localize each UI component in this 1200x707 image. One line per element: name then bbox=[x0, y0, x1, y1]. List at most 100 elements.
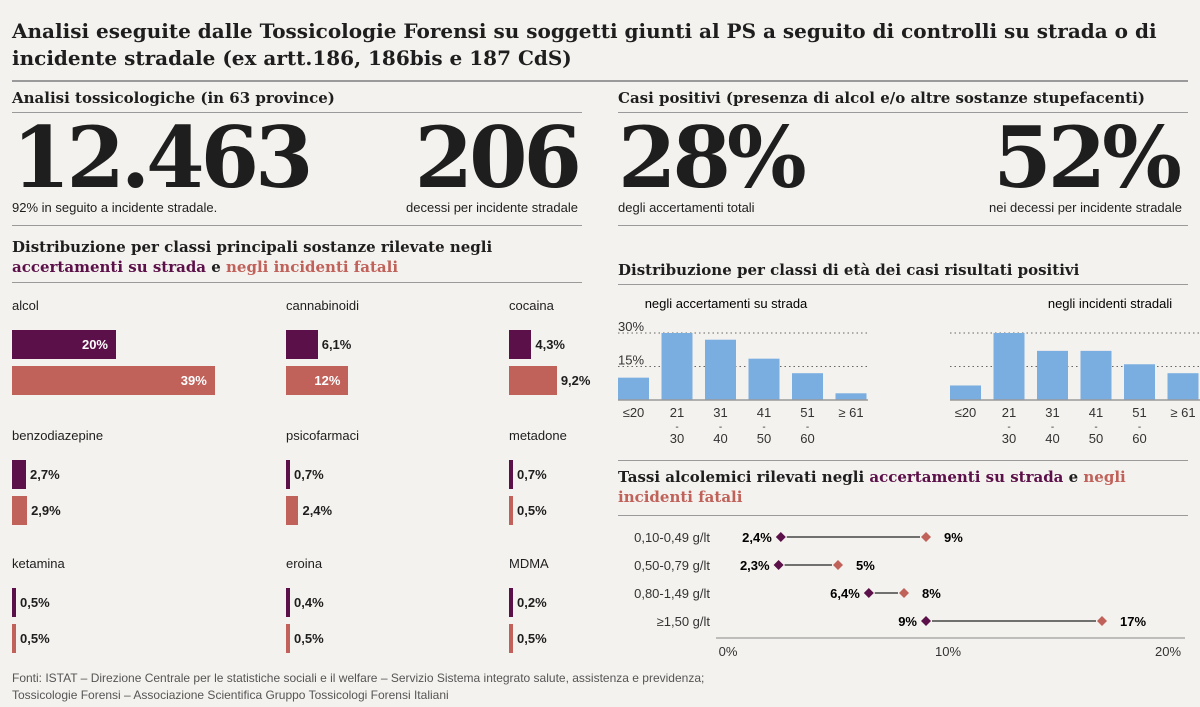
value-strada: 2,4% bbox=[742, 530, 772, 545]
age-title: Distribuzione per classi di età dei casi… bbox=[618, 261, 1080, 279]
x-tick-label: 40 bbox=[1045, 431, 1059, 446]
kpi-decessi-positivi-label: nei decessi per incidente stradale bbox=[989, 200, 1182, 215]
substance-label: benzodiazepine bbox=[12, 428, 104, 443]
title-part: Distribuzione per classi principali sost… bbox=[12, 238, 493, 256]
bar-value: 0,7% bbox=[517, 467, 547, 482]
value-fatali: 9% bbox=[944, 530, 963, 545]
panel-subtitle: negli accertamenti su strada bbox=[645, 296, 808, 311]
source-line: Fonti: ISTAT – Direzione Centrale per le… bbox=[12, 671, 705, 685]
substance-label: cannabinoidi bbox=[286, 298, 360, 313]
substances-title: Distribuzione per classi principali sost… bbox=[12, 237, 572, 277]
bar-value: 0,2% bbox=[517, 595, 547, 610]
x-tick-label: 30 bbox=[670, 431, 684, 446]
kpi-decessi-positivi-value: 52% bbox=[993, 108, 1182, 207]
bar-value: 6,1% bbox=[321, 337, 352, 352]
x-tick-label: 50 bbox=[757, 431, 771, 446]
panel-subtitle: negli incidenti stradali bbox=[1048, 296, 1172, 311]
value-fatali: 17% bbox=[1120, 614, 1146, 629]
divider bbox=[618, 284, 1188, 285]
x-tick-label: - bbox=[1007, 422, 1010, 433]
bar-strada: 20% bbox=[12, 330, 116, 359]
kpi-decessi-label: decessi per incidente stradale bbox=[406, 200, 578, 215]
age-bar bbox=[618, 377, 649, 400]
marker-fatali bbox=[921, 532, 931, 542]
x-tick-label: 41 bbox=[757, 405, 771, 420]
bar-strada: 0,2% bbox=[509, 588, 547, 617]
right-header: Casi positivi (presenza di alcol e/o alt… bbox=[618, 89, 1145, 107]
age-bar bbox=[950, 385, 981, 400]
page-title: Analisi eseguite dalle Tossicologie Fore… bbox=[12, 19, 1157, 70]
marker-strada bbox=[921, 616, 931, 626]
bar-value: 4,3% bbox=[535, 337, 565, 352]
age-bar bbox=[661, 333, 693, 400]
legend-fatali: negli incidenti fatali bbox=[226, 258, 399, 276]
title-part: Tassi alcolemici rilevati negli bbox=[618, 468, 870, 486]
age-bar bbox=[1037, 350, 1068, 400]
x-tick-label: ≤20 bbox=[623, 405, 645, 420]
x-tick-label: - bbox=[1094, 422, 1097, 433]
x-tick-label: ≥ 61 bbox=[838, 405, 863, 420]
bar-fatali: 12% bbox=[286, 366, 349, 395]
substance-label: ketamina bbox=[12, 556, 65, 571]
x-tick-label: 51 bbox=[800, 405, 814, 420]
kpi-analisi-label: 92% in seguito a incidente stradale. bbox=[12, 200, 218, 215]
x-tick-label: 51 bbox=[1132, 405, 1146, 420]
x-tick-label: 21 bbox=[670, 405, 684, 420]
bar-fatali: 2,4% bbox=[286, 496, 332, 525]
marker-strada bbox=[775, 532, 786, 542]
bar-value: 9,2% bbox=[560, 373, 591, 388]
substance-label: psicofarmaci bbox=[286, 428, 359, 443]
bar-value: 0,7% bbox=[294, 467, 324, 482]
bar-strada: 0,5% bbox=[12, 588, 50, 617]
y-tick-label: 30% bbox=[618, 319, 644, 334]
substance-label: MDMA bbox=[509, 556, 549, 571]
x-tick-label: - bbox=[1138, 422, 1141, 433]
bar-strada: 4,3% bbox=[509, 330, 565, 359]
row-label: 0,80-1,49 g/lt bbox=[634, 586, 710, 601]
age-bar bbox=[1124, 364, 1155, 400]
divider bbox=[618, 460, 1188, 461]
age-bar bbox=[835, 393, 867, 400]
bar-value: 0,5% bbox=[517, 503, 547, 518]
x-tick-label: ≥ 61 bbox=[1170, 405, 1195, 420]
legend-fatali: negli incidenti fatali bbox=[618, 468, 1126, 506]
marker-fatali bbox=[833, 560, 843, 570]
kpi-analisi-value: 12.463 bbox=[12, 108, 313, 207]
divider bbox=[618, 112, 1188, 113]
x-tick-label: 21 bbox=[1002, 405, 1016, 420]
value-fatali: 5% bbox=[856, 558, 875, 573]
x-tick-label: 60 bbox=[1132, 431, 1146, 446]
divider bbox=[618, 225, 1188, 226]
marker-strada bbox=[773, 560, 784, 570]
bar-strada: 6,1% bbox=[286, 330, 351, 359]
age-bar bbox=[1167, 373, 1199, 400]
x-tick-label: - bbox=[719, 422, 722, 433]
bar-value: 0,5% bbox=[294, 631, 324, 646]
bar-value: 0,5% bbox=[20, 631, 50, 646]
substance-label: metadone bbox=[509, 428, 567, 443]
bar-strada: 2,7% bbox=[12, 460, 60, 489]
bar-strada: 0,4% bbox=[286, 588, 324, 617]
bar-value: 2,9% bbox=[31, 503, 61, 518]
bar-fatali: 0,5% bbox=[286, 624, 324, 653]
substance-label: eroina bbox=[286, 556, 323, 571]
x-tick-label: 30 bbox=[1002, 431, 1016, 446]
value-fatali: 8% bbox=[922, 586, 941, 601]
kpi-decessi-value: 206 bbox=[414, 108, 582, 207]
legend-strada: accertamenti su strada bbox=[869, 468, 1064, 486]
divider bbox=[12, 282, 582, 283]
x-tick-label: 60 bbox=[800, 431, 814, 446]
value-strada: 2,3% bbox=[740, 558, 770, 573]
row-label: 0,10-0,49 g/lt bbox=[634, 530, 710, 545]
divider bbox=[12, 112, 582, 113]
value-strada: 6,4% bbox=[830, 586, 860, 601]
value-strada: 9% bbox=[898, 614, 917, 629]
x-tick-label: - bbox=[762, 422, 765, 433]
legend-strada: accertamenti su strada bbox=[12, 258, 207, 276]
x-tick-label: 20% bbox=[1155, 644, 1181, 659]
x-tick-label: - bbox=[675, 422, 678, 433]
x-tick-label: ≤20 bbox=[955, 405, 977, 420]
title-part: e bbox=[206, 258, 227, 276]
x-tick-label: 50 bbox=[1089, 431, 1103, 446]
